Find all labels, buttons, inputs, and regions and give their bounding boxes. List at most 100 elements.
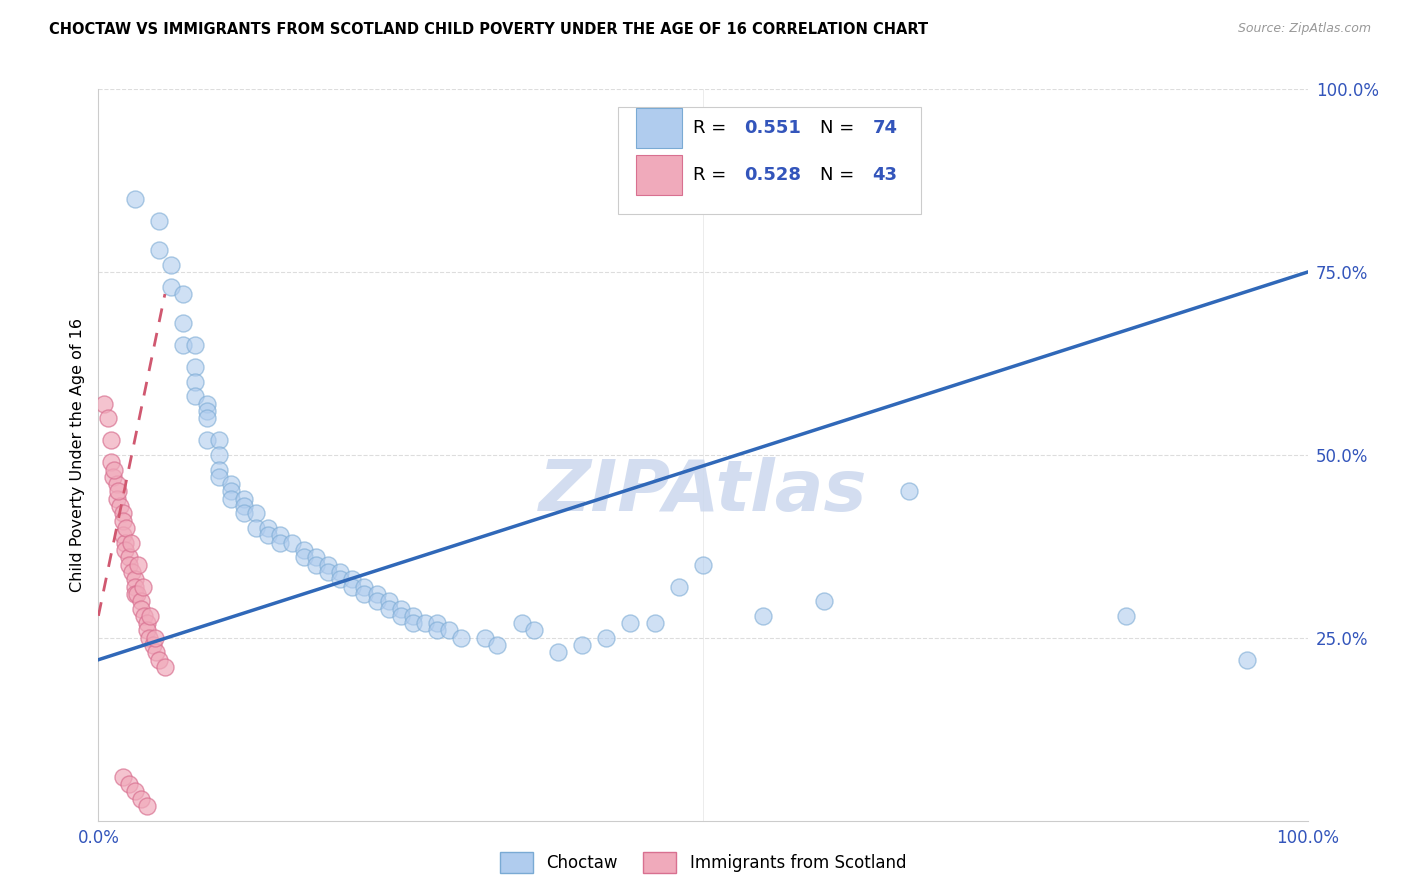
Point [221,491,243,506]
Point [269,528,291,542]
Point [172,338,194,352]
Point [208,434,231,448]
Point [184,360,207,375]
Point [305,558,328,572]
Point [208,470,231,484]
Point [124,784,146,798]
Point [127,587,149,601]
Point [305,550,328,565]
Point [377,594,399,608]
Point [752,608,775,623]
Point [426,624,449,638]
Point [100,434,122,448]
Point [103,462,125,476]
Point [129,594,152,608]
Point [897,484,920,499]
Point [124,587,146,601]
Point [342,580,364,594]
Point [120,535,142,549]
Point [329,572,352,586]
Text: 0.528: 0.528 [744,166,801,184]
Point [132,580,155,594]
Point [172,316,194,330]
Point [644,616,666,631]
Legend: Choctaw, Immigrants from Scotland: Choctaw, Immigrants from Scotland [494,846,912,880]
Point [124,572,146,586]
Point [256,528,278,542]
Point [353,580,375,594]
Point [619,616,641,631]
Point [148,214,170,228]
Point [692,558,714,572]
FancyBboxPatch shape [637,108,682,148]
Text: ZIPAtlas: ZIPAtlas [538,457,868,526]
Point [221,477,243,491]
Point [93,397,115,411]
Point [148,653,170,667]
Point [148,243,170,257]
Point [195,397,218,411]
Point [101,470,124,484]
Point [208,448,231,462]
Point [437,624,460,638]
Point [108,499,131,513]
Point [595,631,617,645]
Point [377,601,399,615]
Text: R =: R = [693,119,733,136]
Point [813,594,835,608]
Text: N =: N = [820,119,860,136]
Point [450,631,472,645]
Point [292,543,315,558]
Point [135,616,157,631]
Point [184,338,207,352]
Point [571,638,593,652]
Point [114,535,136,549]
Point [134,608,156,623]
Point [129,601,152,615]
Point [97,411,120,425]
Point [118,777,141,791]
Text: 74: 74 [872,119,897,136]
Point [195,411,218,425]
Point [111,514,134,528]
Point [329,565,352,579]
Point [281,535,304,549]
Text: CHOCTAW VS IMMIGRANTS FROM SCOTLAND CHILD POVERTY UNDER THE AGE OF 16 CORRELATIO: CHOCTAW VS IMMIGRANTS FROM SCOTLAND CHIL… [49,22,928,37]
Point [160,258,183,272]
Point [118,550,141,565]
Point [127,558,149,572]
Point [426,616,449,631]
Point [195,434,218,448]
Text: Source: ZipAtlas.com: Source: ZipAtlas.com [1237,22,1371,36]
Point [111,770,134,784]
Point [138,631,160,645]
Point [184,389,207,403]
Point [153,660,176,674]
Point [389,601,412,615]
Point [256,521,278,535]
Point [105,477,128,491]
Point [366,594,388,608]
Text: 43: 43 [872,166,897,184]
Point [135,624,157,638]
Text: N =: N = [820,166,860,184]
Point [316,558,339,572]
Point [232,491,254,506]
Point [208,462,231,476]
Point [172,287,194,301]
Point [486,638,509,652]
Point [221,484,243,499]
Point [1236,653,1258,667]
Point [353,587,375,601]
Point [107,484,129,499]
Point [389,608,412,623]
Point [129,791,152,805]
Point [668,580,690,594]
Point [114,543,136,558]
Point [342,572,364,586]
FancyBboxPatch shape [637,155,682,195]
Point [510,616,533,631]
Point [139,608,162,623]
Point [547,645,569,659]
FancyBboxPatch shape [619,108,921,213]
